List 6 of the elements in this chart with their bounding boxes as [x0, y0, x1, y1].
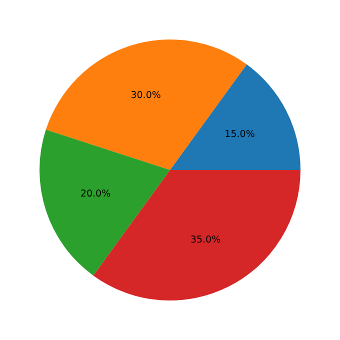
- data-label: 20.0%: [80, 188, 111, 200]
- data-label: 35.0%: [190, 234, 221, 246]
- data-label: 30.0%: [130, 90, 161, 102]
- pie-slice: [170, 64, 300, 170]
- pie-slice: [40, 130, 170, 276]
- data-label: 15.0%: [224, 128, 255, 140]
